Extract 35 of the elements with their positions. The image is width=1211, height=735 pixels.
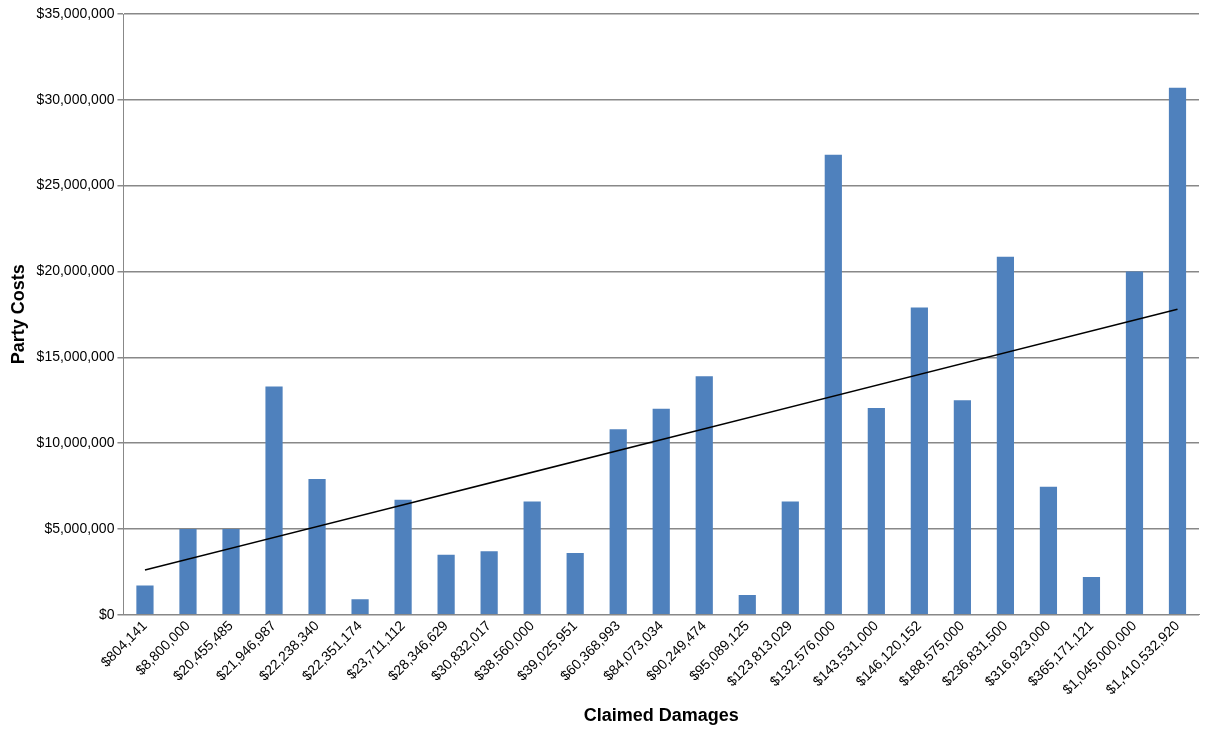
bar [136,585,154,614]
bar [394,499,412,614]
bar [609,429,627,614]
bar [566,552,584,614]
y-tick-label: $15,000,000 [36,348,115,365]
bar [351,599,369,614]
bar [179,528,197,614]
bar [996,256,1015,614]
x-axis-title: Claimed Damages [583,705,739,726]
bar [437,554,455,614]
y-axis-title: Party Costs [7,264,28,365]
bar [265,386,283,614]
bar [1168,87,1187,614]
bar [910,307,928,614]
bar [523,501,541,614]
bar [1125,271,1144,614]
bar [781,501,799,614]
bar [695,376,713,614]
bar [308,479,326,614]
y-tick-label: $20,000,000 [36,262,115,279]
bar [953,400,971,614]
bar [480,551,498,614]
bar [222,528,240,614]
bar [824,154,842,614]
bar [1039,486,1058,614]
y-tick-label: $0 [98,605,115,622]
bar [738,594,756,614]
y-tick-label: $35,000,000 [36,4,115,21]
bar [867,407,885,614]
y-tick-label: $25,000,000 [36,176,115,193]
y-tick-label: $10,000,000 [36,433,115,450]
bar [1082,576,1101,614]
y-tick-label: $30,000,000 [36,90,115,107]
bar [652,408,670,614]
y-tick-label: $5,000,000 [44,519,115,536]
